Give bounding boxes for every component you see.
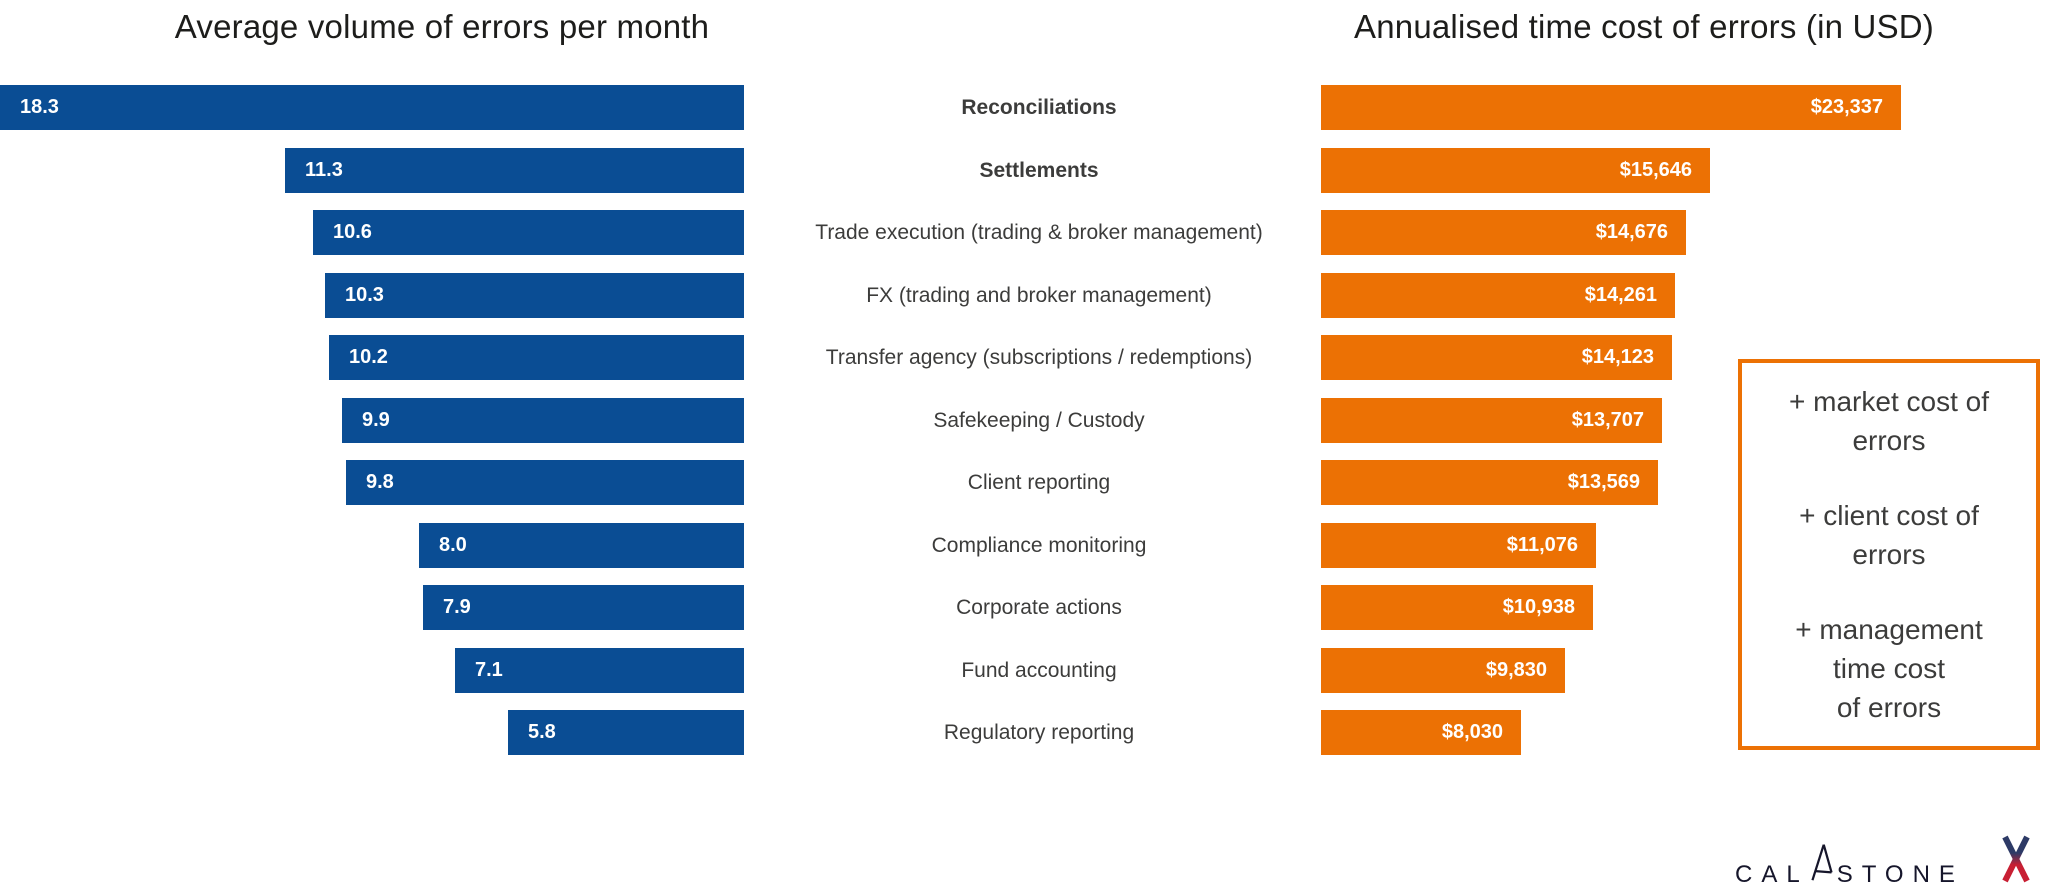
- cost-bar: $14,676: [1321, 210, 1686, 255]
- cost-bar: $10,938: [1321, 585, 1593, 630]
- cost-value-label: $13,707: [1571, 409, 1644, 431]
- calastone-wordmark: CAL STONE: [1735, 842, 1964, 889]
- volume-bar: 7.1: [455, 648, 744, 693]
- cost-value-label: $15,646: [1619, 159, 1692, 181]
- cost-bar: $11,076: [1321, 523, 1596, 568]
- volume-value-label: 5.8: [528, 721, 556, 743]
- cost-value-label: $13,569: [1567, 471, 1640, 493]
- volume-bar: 10.3: [325, 273, 744, 318]
- category-label: Safekeeping / Custody: [933, 408, 1145, 432]
- category-label: FX (trading and broker management): [866, 283, 1212, 307]
- logo-text-suffix: STONE: [1836, 860, 1964, 888]
- cost-value-label: $10,938: [1502, 596, 1575, 618]
- cost-value-label: $8,030: [1441, 721, 1503, 743]
- cost-bar: $8,030: [1321, 710, 1521, 755]
- volume-value-label: 10.3: [345, 284, 384, 306]
- cost-bar: $14,261: [1321, 273, 1675, 318]
- additional-cost-item-line: + client cost of: [1799, 500, 1979, 531]
- cost-bar: $9,830: [1321, 648, 1565, 693]
- cost-bar: $14,123: [1321, 335, 1672, 380]
- additional-cost-item-line: + management: [1795, 614, 1983, 645]
- additional-costs-box: + market cost of errors + client cost of er…: [1738, 359, 2040, 750]
- additional-cost-item-line: + market cost of: [1789, 386, 1989, 417]
- category-label: Regulatory reporting: [943, 720, 1135, 744]
- additional-cost-item-line: errors: [1852, 425, 1926, 456]
- additional-cost-item: + client cost of errors: [1799, 496, 1979, 574]
- volume-value-label: 9.8: [366, 471, 394, 493]
- category-label: Corporate actions: [956, 595, 1122, 619]
- volume-value-label: 7.9: [443, 596, 471, 618]
- cost-bar: $23,337: [1321, 85, 1901, 130]
- volume-value-label: 11.3: [305, 159, 343, 181]
- additional-cost-item: + management time cost of errors: [1795, 610, 1983, 727]
- cost-bar: $15,646: [1321, 148, 1710, 193]
- category-label: Compliance monitoring: [931, 533, 1147, 557]
- additional-cost-item-line: errors: [1852, 539, 1926, 570]
- additional-cost-item-line: time cost: [1832, 653, 1945, 684]
- category-label: Transfer agency (subscriptions / redempt…: [825, 345, 1253, 369]
- volume-bar: 18.3: [0, 85, 744, 130]
- volume-bar: 10.6: [313, 210, 744, 255]
- volume-value-label: 9.9: [362, 409, 390, 431]
- cost-value-label: $11,076: [1506, 534, 1578, 556]
- additional-cost-item: + market cost of errors: [1789, 382, 1989, 460]
- volume-bar: 5.8: [508, 710, 744, 755]
- volume-bar: 9.8: [346, 460, 744, 505]
- volume-bar: 11.3: [285, 148, 744, 193]
- volume-value-label: 8.0: [439, 534, 467, 556]
- calastone-logo: CAL STONE: [1735, 842, 1964, 889]
- cost-value-label: $14,676: [1595, 221, 1668, 243]
- volume-value-label: 10.2: [349, 346, 388, 368]
- category-label: Trade execution (trading & broker manage…: [815, 220, 1263, 244]
- category-label: Client reporting: [967, 470, 1111, 494]
- volume-bar: 7.9: [423, 585, 744, 630]
- cost-value-label: $14,123: [1581, 346, 1654, 368]
- category-label: Fund accounting: [961, 658, 1117, 682]
- cost-value-label: $14,261: [1584, 284, 1657, 306]
- volume-value-label: 10.6: [333, 221, 372, 243]
- volume-value-label: 18.3: [20, 96, 59, 118]
- volume-bar: 8.0: [419, 523, 744, 568]
- category-label: Reconciliations: [961, 95, 1117, 119]
- volume-value-label: 7.1: [475, 659, 503, 681]
- left-chart-title: Average volume of errors per month: [174, 8, 710, 45]
- cost-value-label: $9,830: [1485, 659, 1547, 681]
- volume-bar: 9.9: [342, 398, 744, 443]
- logo-text-prefix: CAL: [1735, 860, 1809, 888]
- category-label: Settlements: [979, 158, 1099, 182]
- cost-bar: $13,569: [1321, 460, 1658, 505]
- volume-bar: 10.2: [329, 335, 744, 380]
- cost-bar: $13,707: [1321, 398, 1662, 443]
- cost-value-label: $23,337: [1810, 96, 1883, 118]
- additional-cost-item-line: of errors: [1836, 692, 1942, 723]
- x-mark-icon: [2002, 835, 2030, 883]
- right-chart-title: Annualised time cost of errors (in USD): [1354, 8, 1934, 45]
- calastone-a-icon: [1811, 843, 1833, 881]
